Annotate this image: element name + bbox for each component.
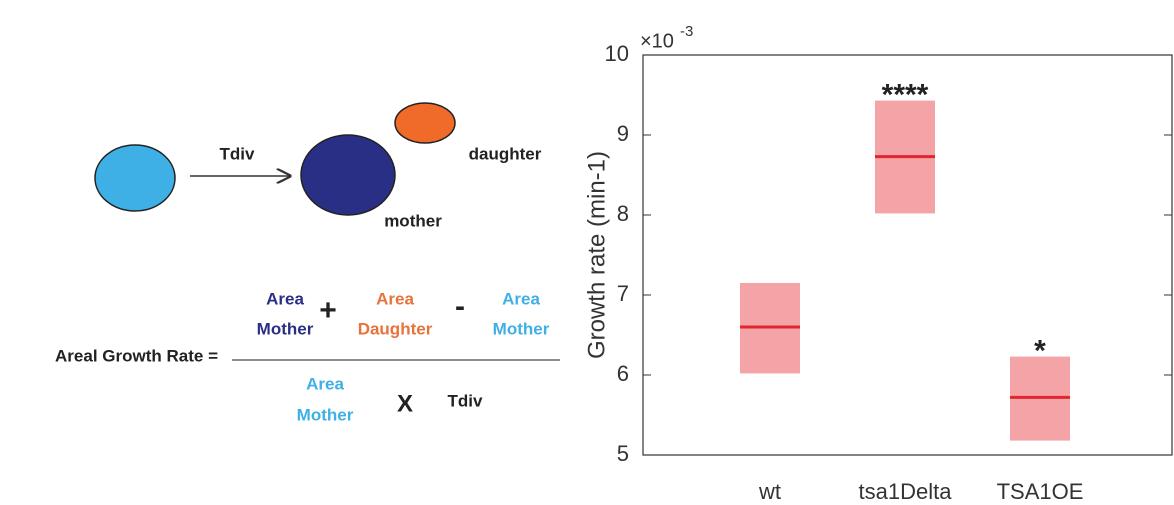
y-tick-label: 9 <box>617 121 629 146</box>
operator: + <box>319 294 337 327</box>
term: Daughter <box>358 319 433 338</box>
term: Mother <box>257 319 314 338</box>
mother-label: mother <box>384 211 442 230</box>
y-tick-label: 8 <box>617 201 629 226</box>
y-tick-label: 7 <box>617 281 629 306</box>
operator: X <box>397 390 413 417</box>
y-tick-label: 10 <box>605 41 629 66</box>
y-exponent: -3 <box>680 23 693 40</box>
significance: **** <box>882 79 929 112</box>
chart: Growth rate (min-1) ×10 -3 5 6 7 8 9 10 wt tsa1… <box>583 23 1173 504</box>
daughter-label: daughter <box>469 144 542 163</box>
term: Area <box>306 374 344 393</box>
y-tick-label: 6 <box>617 361 629 386</box>
plot-frame <box>642 54 1173 456</box>
term: Area <box>376 289 414 308</box>
x-tick-label: wt <box>758 479 781 504</box>
y-tick-label: 5 <box>617 441 629 466</box>
mother-cell <box>300 134 396 216</box>
daughter-cell <box>394 102 456 144</box>
x-tick-label: TSA1OE <box>997 479 1084 504</box>
y-axis-label: Growth rate (min-1) <box>583 151 610 359</box>
operator: - <box>455 290 465 323</box>
term: Tdiv <box>448 391 483 410</box>
term: Area <box>266 289 304 308</box>
formula-lhs: Areal Growth Rate = <box>55 346 218 365</box>
term: Mother <box>297 405 354 424</box>
x-tick-label: tsa1Delta <box>859 479 953 504</box>
arrow-label: Tdiv <box>220 144 255 163</box>
term: Mother <box>493 319 550 338</box>
term: Area <box>502 289 540 308</box>
cell <box>94 144 176 212</box>
y-multiplier: ×10 <box>640 30 674 52</box>
significance: * <box>1034 335 1046 368</box>
